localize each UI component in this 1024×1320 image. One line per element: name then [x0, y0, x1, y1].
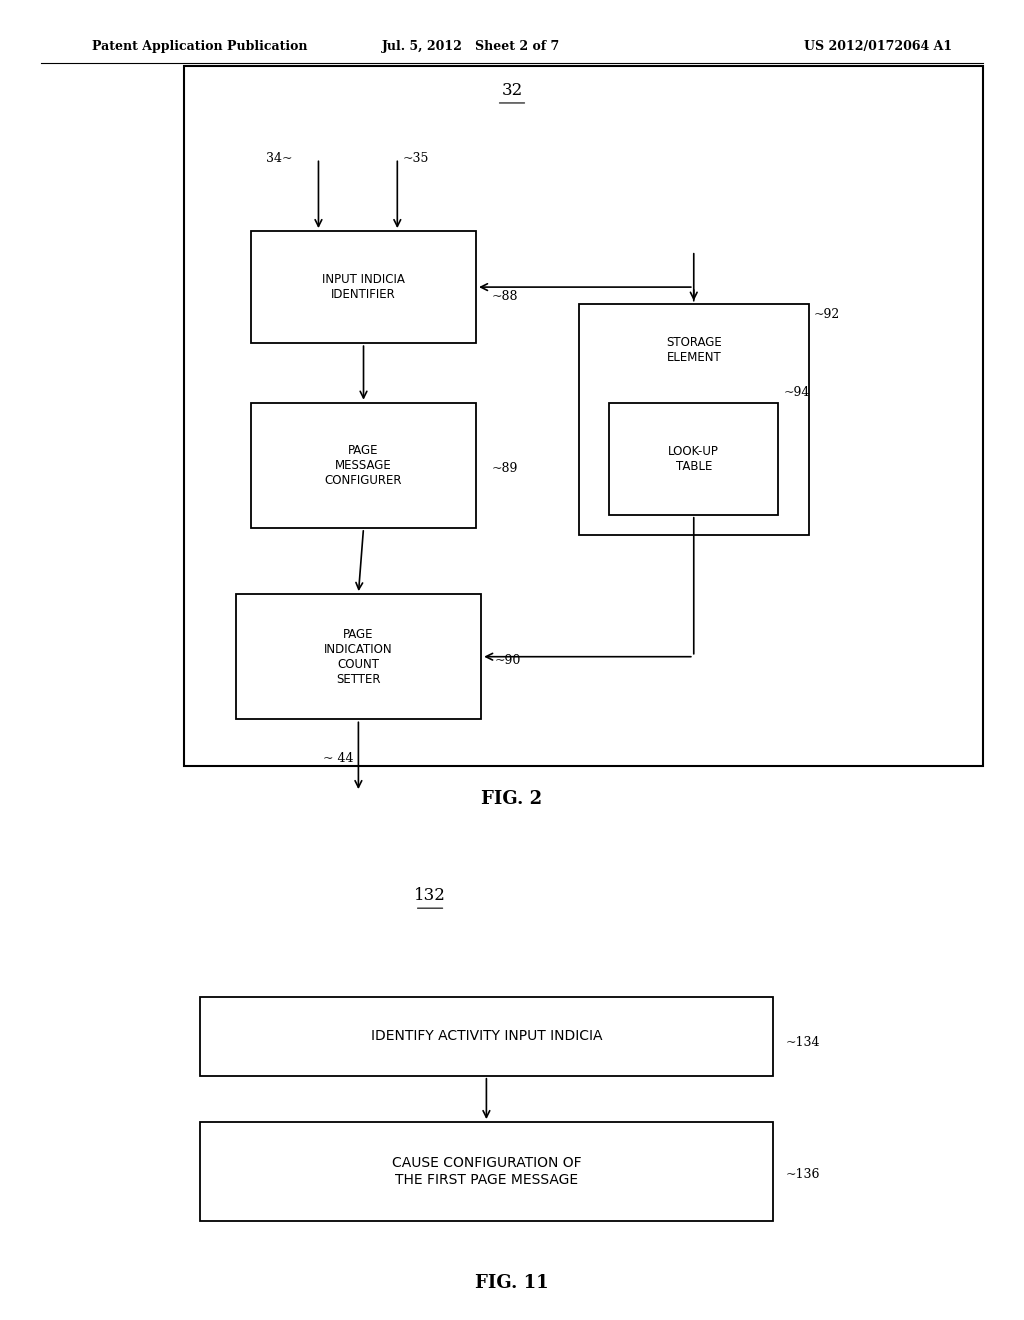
Text: IDENTIFY ACTIVITY INPUT INDICIA: IDENTIFY ACTIVITY INPUT INDICIA: [371, 1030, 602, 1043]
FancyBboxPatch shape: [184, 66, 983, 766]
FancyBboxPatch shape: [579, 304, 809, 535]
Text: Patent Application Publication: Patent Application Publication: [92, 40, 307, 53]
Text: ~90: ~90: [495, 653, 521, 667]
Text: ~136: ~136: [785, 1168, 820, 1181]
FancyBboxPatch shape: [200, 997, 773, 1076]
Text: ~92: ~92: [814, 308, 841, 321]
Text: ~35: ~35: [402, 152, 429, 165]
Text: US 2012/0172064 A1: US 2012/0172064 A1: [804, 40, 952, 53]
Text: Jul. 5, 2012   Sheet 2 of 7: Jul. 5, 2012 Sheet 2 of 7: [382, 40, 560, 53]
Text: ~88: ~88: [492, 290, 518, 304]
FancyBboxPatch shape: [251, 231, 476, 343]
Text: 34~: 34~: [266, 152, 293, 165]
Text: FIG. 11: FIG. 11: [475, 1274, 549, 1292]
Text: ~89: ~89: [492, 462, 518, 475]
Text: FIG. 2: FIG. 2: [481, 789, 543, 808]
Text: LOOK-UP
TABLE: LOOK-UP TABLE: [669, 445, 719, 473]
Text: PAGE
INDICATION
COUNT
SETTER: PAGE INDICATION COUNT SETTER: [324, 628, 393, 685]
Text: ~94: ~94: [783, 385, 810, 399]
FancyBboxPatch shape: [200, 1122, 773, 1221]
Text: 132: 132: [414, 887, 446, 904]
Text: ~134: ~134: [785, 1036, 820, 1049]
Text: CAUSE CONFIGURATION OF
THE FIRST PAGE MESSAGE: CAUSE CONFIGURATION OF THE FIRST PAGE ME…: [391, 1156, 582, 1187]
FancyBboxPatch shape: [236, 594, 481, 719]
Text: 32: 32: [502, 82, 522, 99]
FancyBboxPatch shape: [251, 403, 476, 528]
Text: ~ 44: ~ 44: [323, 752, 353, 766]
Text: STORAGE
ELEMENT: STORAGE ELEMENT: [666, 335, 722, 364]
FancyBboxPatch shape: [609, 403, 778, 515]
Text: INPUT INDICIA
IDENTIFIER: INPUT INDICIA IDENTIFIER: [323, 273, 404, 301]
Text: PAGE
MESSAGE
CONFIGURER: PAGE MESSAGE CONFIGURER: [325, 444, 402, 487]
